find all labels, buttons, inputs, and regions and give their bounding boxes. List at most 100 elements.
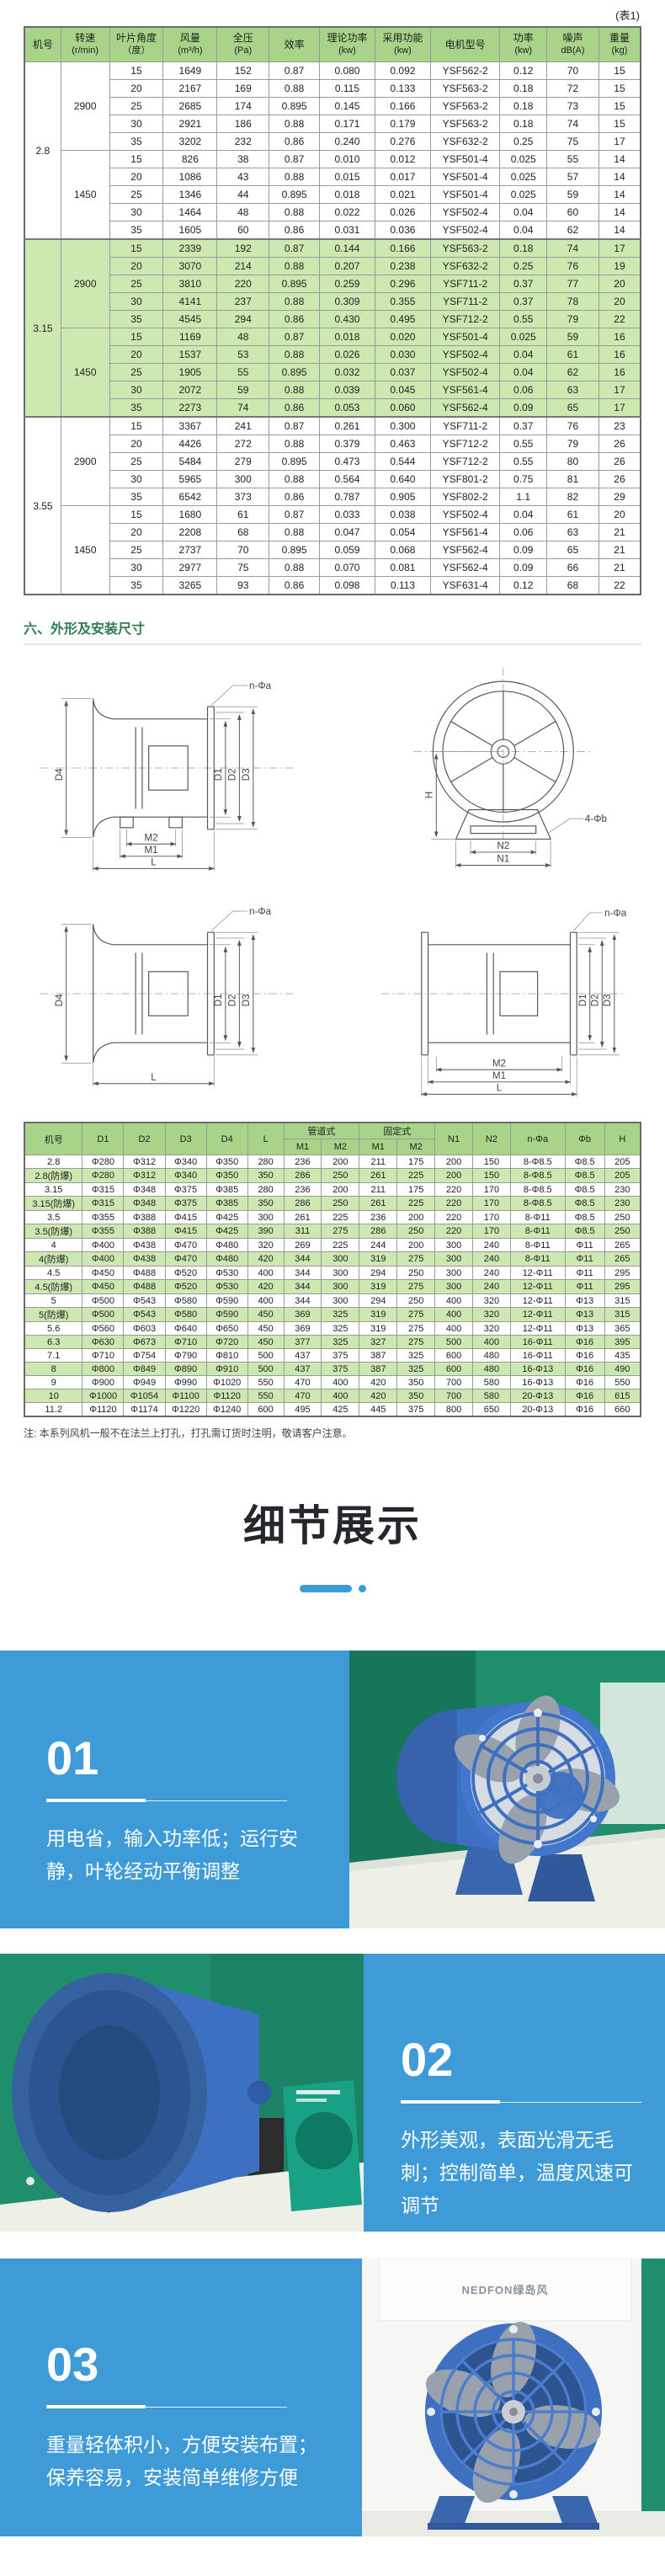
col-subheader: M1 [359,1139,398,1155]
table-cell: 4141 [162,292,218,311]
table-cell: 16-Φ11 [509,1335,566,1349]
table-row: 20 1086 43 0.88 0.015 0.017 YSF501-4 0.025 57 14 [24,168,641,186]
table-cell: 425 [321,1402,360,1417]
table-cell: Φ580 [164,1307,207,1322]
table-cell: 62 [546,363,599,381]
table-cell: Φ530 [205,1279,248,1294]
table-row: 2.8(防爆) Φ280 Φ312 Φ340 Φ350 350 286 250 261 225 20… [24,1168,641,1183]
table-cell: 200 [396,1210,436,1224]
col-header: 风量 (m³/h) [162,26,218,62]
table-cell: 0.895 [269,541,320,559]
col-header: n-Φa [509,1122,566,1155]
table-cell: 79 [546,310,599,328]
table-cell: 81 [546,470,599,488]
table-cell: 294 [359,1266,398,1280]
table-cell: 0.04 [499,363,548,381]
table-cell: Φ450 [82,1279,125,1294]
table-cell: 0.054 [374,523,431,541]
table-cell: 25 [109,363,164,381]
table-cell: YSF712-2 [429,452,501,471]
table-cell: 2977 [162,558,218,577]
banner-underline [0,1581,665,1593]
table-cell: 25 [109,185,164,204]
table-cell: YSF502-4 [429,203,501,221]
table-cell: 0.787 [318,488,375,506]
table-cell: Φ580 [164,1293,207,1308]
table-cell: 225 [321,1210,360,1224]
table-cell: 400 [434,1293,473,1308]
table-cell: 4.5(防爆) [24,1279,83,1294]
table-cell: 280 [247,1155,285,1169]
table-cell: 17 [598,132,641,151]
col-header: Φb [564,1122,605,1155]
table-cell: 44 [216,185,270,204]
table-cell: 2.8(防爆) [24,1168,83,1183]
table-cell: 369 [283,1321,322,1336]
table-cell: 8-Φ11 [509,1251,566,1267]
table-note: 注: 本系列风机一般不在法兰上打孔，打孔需订货时注明，敬请客户注意。 [24,1427,353,1439]
table-cell: YSF632-2 [429,132,501,151]
feature-02-panel: 02 外形美观，表面光滑无毛刺；控制简单，温度风速可调节 [364,1954,665,2232]
table-cell: Φ1000 [82,1389,125,1403]
table-cell: Φ1020 [205,1375,248,1389]
bolt-label: 4-Φb [584,813,606,824]
table-cell: Φ355 [82,1224,125,1239]
table-cell: 295 [604,1279,641,1294]
table-cell: YSF561-4 [429,381,501,399]
table-cell: 390 [247,1224,285,1239]
table-cell: 600 [434,1362,473,1376]
table-cell: Φ388 [123,1210,166,1224]
table-row: 3.5(防爆) Φ355 Φ388 Φ415 Φ425 390 311 275 286 250 22… [24,1224,641,1239]
table-cell: 261 [359,1196,398,1211]
table-cell: 344 [283,1279,322,1294]
table-cell: YSF501-4 [429,328,501,346]
col-header: H [604,1122,641,1155]
table-cell: Φ1120 [82,1402,125,1417]
table-cell: 220 [434,1196,473,1211]
table-cell: 369 [283,1307,322,1322]
table-cell: 0.88 [269,257,320,275]
feature-01: 01 用电省，输入功率低；运行安静，叶轮经动平衡调整 [0,1651,665,1928]
dim-label-n1: N1 [497,854,509,865]
table-cell: 20 [109,345,164,364]
table-cell: 4426 [162,435,218,453]
table-cell: Φ900 [82,1375,125,1389]
table-cell: Φ1054 [123,1389,166,1403]
table-row: 10 Φ1000 Φ1054 Φ1100 Φ1120 550 470 400 420 350 700… [24,1389,641,1403]
table-cell: 236 [283,1155,322,1169]
table-cell: YSF711-2 [429,416,501,435]
table-cell: 275 [396,1279,436,1294]
dim-label-h: H [423,792,434,798]
table-cell: 35 [109,576,164,595]
table-cell: Φ480 [205,1251,248,1267]
table-row: 25 2685 174 0.895 0.145 0.166 YSF563-2 0.18 73 15 [24,97,641,115]
table-cell: 3.55 [24,416,61,595]
spec-table-body: 2.8 2900 15 1649 152 0.87 0.080 0.092 YSF562-2 0.… [24,61,641,595]
dim-label-d3: D3 [601,994,612,1006]
table-cell: 265 [604,1238,641,1252]
table-row: 30 4141 237 0.88 0.309 0.355 YSF711-2 0.37 78 20 [24,292,641,311]
table-cell: 29 [598,488,641,506]
table-cell: 200 [434,1155,473,1169]
table-cell: 550 [247,1389,285,1403]
table-cell: 275 [396,1307,436,1322]
table-cell: 61 [546,345,599,364]
table-row: 4.5 Φ450 Φ488 Φ520 Φ530 400 344 300 294 250 300 240… [24,1266,641,1280]
table-cell: 1649 [162,61,218,80]
table-cell: 0.25 [499,132,548,151]
table-cell: 230 [604,1182,641,1197]
feature-03-text: 重量轻体积小，方便安装布置；保养容易，安装简单维修方便 [46,2434,317,2488]
table-cell: 495 [283,1402,322,1417]
table-cell: 0.06 [499,381,548,399]
table-cell: 275 [321,1224,360,1239]
table-cell: 22 [598,310,641,328]
table-cell: Φ470 [164,1251,207,1267]
table-cell: 300 [321,1266,360,1280]
table-cell: Φ500 [82,1307,125,1322]
table-cell: 19 [598,257,641,275]
table-cell: YSF562-4 [429,558,501,577]
table-cell: 0.276 [374,132,431,151]
table-row: 1450 15 826 38 0.87 0.010 0.012 YSF501-4 0.025 55… [24,150,641,240]
table-cell: 580 [471,1389,511,1403]
table-cell: Φ11 [564,1279,605,1294]
